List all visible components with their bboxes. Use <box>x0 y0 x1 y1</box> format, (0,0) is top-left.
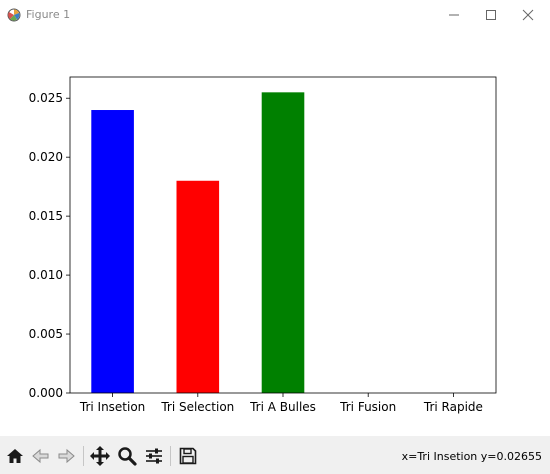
bar-chart: Tri Insetion Tri Selection Tri A Bulles Tri… <box>29 76 497 414</box>
configure-subplots-button[interactable] <box>143 445 165 467</box>
floppy-disk-icon <box>179 447 197 465</box>
x-tick-label: Tri Insetion <box>79 400 145 414</box>
home-button[interactable] <box>4 445 26 467</box>
y-tick-label: 0.000 <box>29 386 63 400</box>
maximize-icon <box>486 10 496 20</box>
minimize-button[interactable] <box>431 0 477 30</box>
y-tick-label: 0.020 <box>29 150 63 164</box>
toolbar-separator <box>83 446 84 466</box>
maximize-button[interactable] <box>468 0 514 30</box>
close-button[interactable] <box>505 0 550 30</box>
minimize-icon <box>449 14 459 16</box>
close-icon <box>522 9 534 21</box>
bar <box>91 110 134 393</box>
axes-frame <box>69 76 497 394</box>
x-tick-label: Tri Rapide <box>423 400 483 414</box>
bar <box>176 180 220 393</box>
save-button[interactable] <box>177 445 199 467</box>
pan-button[interactable] <box>89 445 111 467</box>
forward-button[interactable] <box>55 445 77 467</box>
x-tick-label: Tri Selection <box>160 400 234 414</box>
y-tick-label: 0.025 <box>29 91 63 105</box>
zoom-button[interactable] <box>116 445 138 467</box>
x-tick-label: Tri Fusion <box>339 400 396 414</box>
title-bar: Figure 1 <box>0 0 550 30</box>
arrow-left-icon <box>32 448 49 464</box>
magnifier-icon <box>118 447 137 466</box>
bar <box>261 92 305 393</box>
matplotlib-logo-icon <box>7 8 21 22</box>
window-title: Figure 1 <box>26 8 71 21</box>
home-icon <box>7 449 23 463</box>
cursor-coordinates: x=Tri Insetion y=0.02655 <box>401 450 542 463</box>
x-tick-label: Tri A Bulles <box>249 400 316 414</box>
arrow-right-icon <box>58 448 75 464</box>
y-tick-label: 0.005 <box>29 327 63 341</box>
back-button[interactable] <box>30 445 52 467</box>
y-tick-label: 0.015 <box>29 209 63 223</box>
y-tick-label: 0.010 <box>29 268 63 282</box>
move-arrows-icon <box>90 446 110 466</box>
sliders-icon <box>146 448 162 464</box>
figure-canvas[interactable]: Tri Insetion Tri Selection Tri A Bulles Tri… <box>0 30 550 436</box>
navigation-toolbar: x=Tri Insetion y=0.02655 <box>0 436 550 474</box>
toolbar-separator <box>170 446 171 466</box>
